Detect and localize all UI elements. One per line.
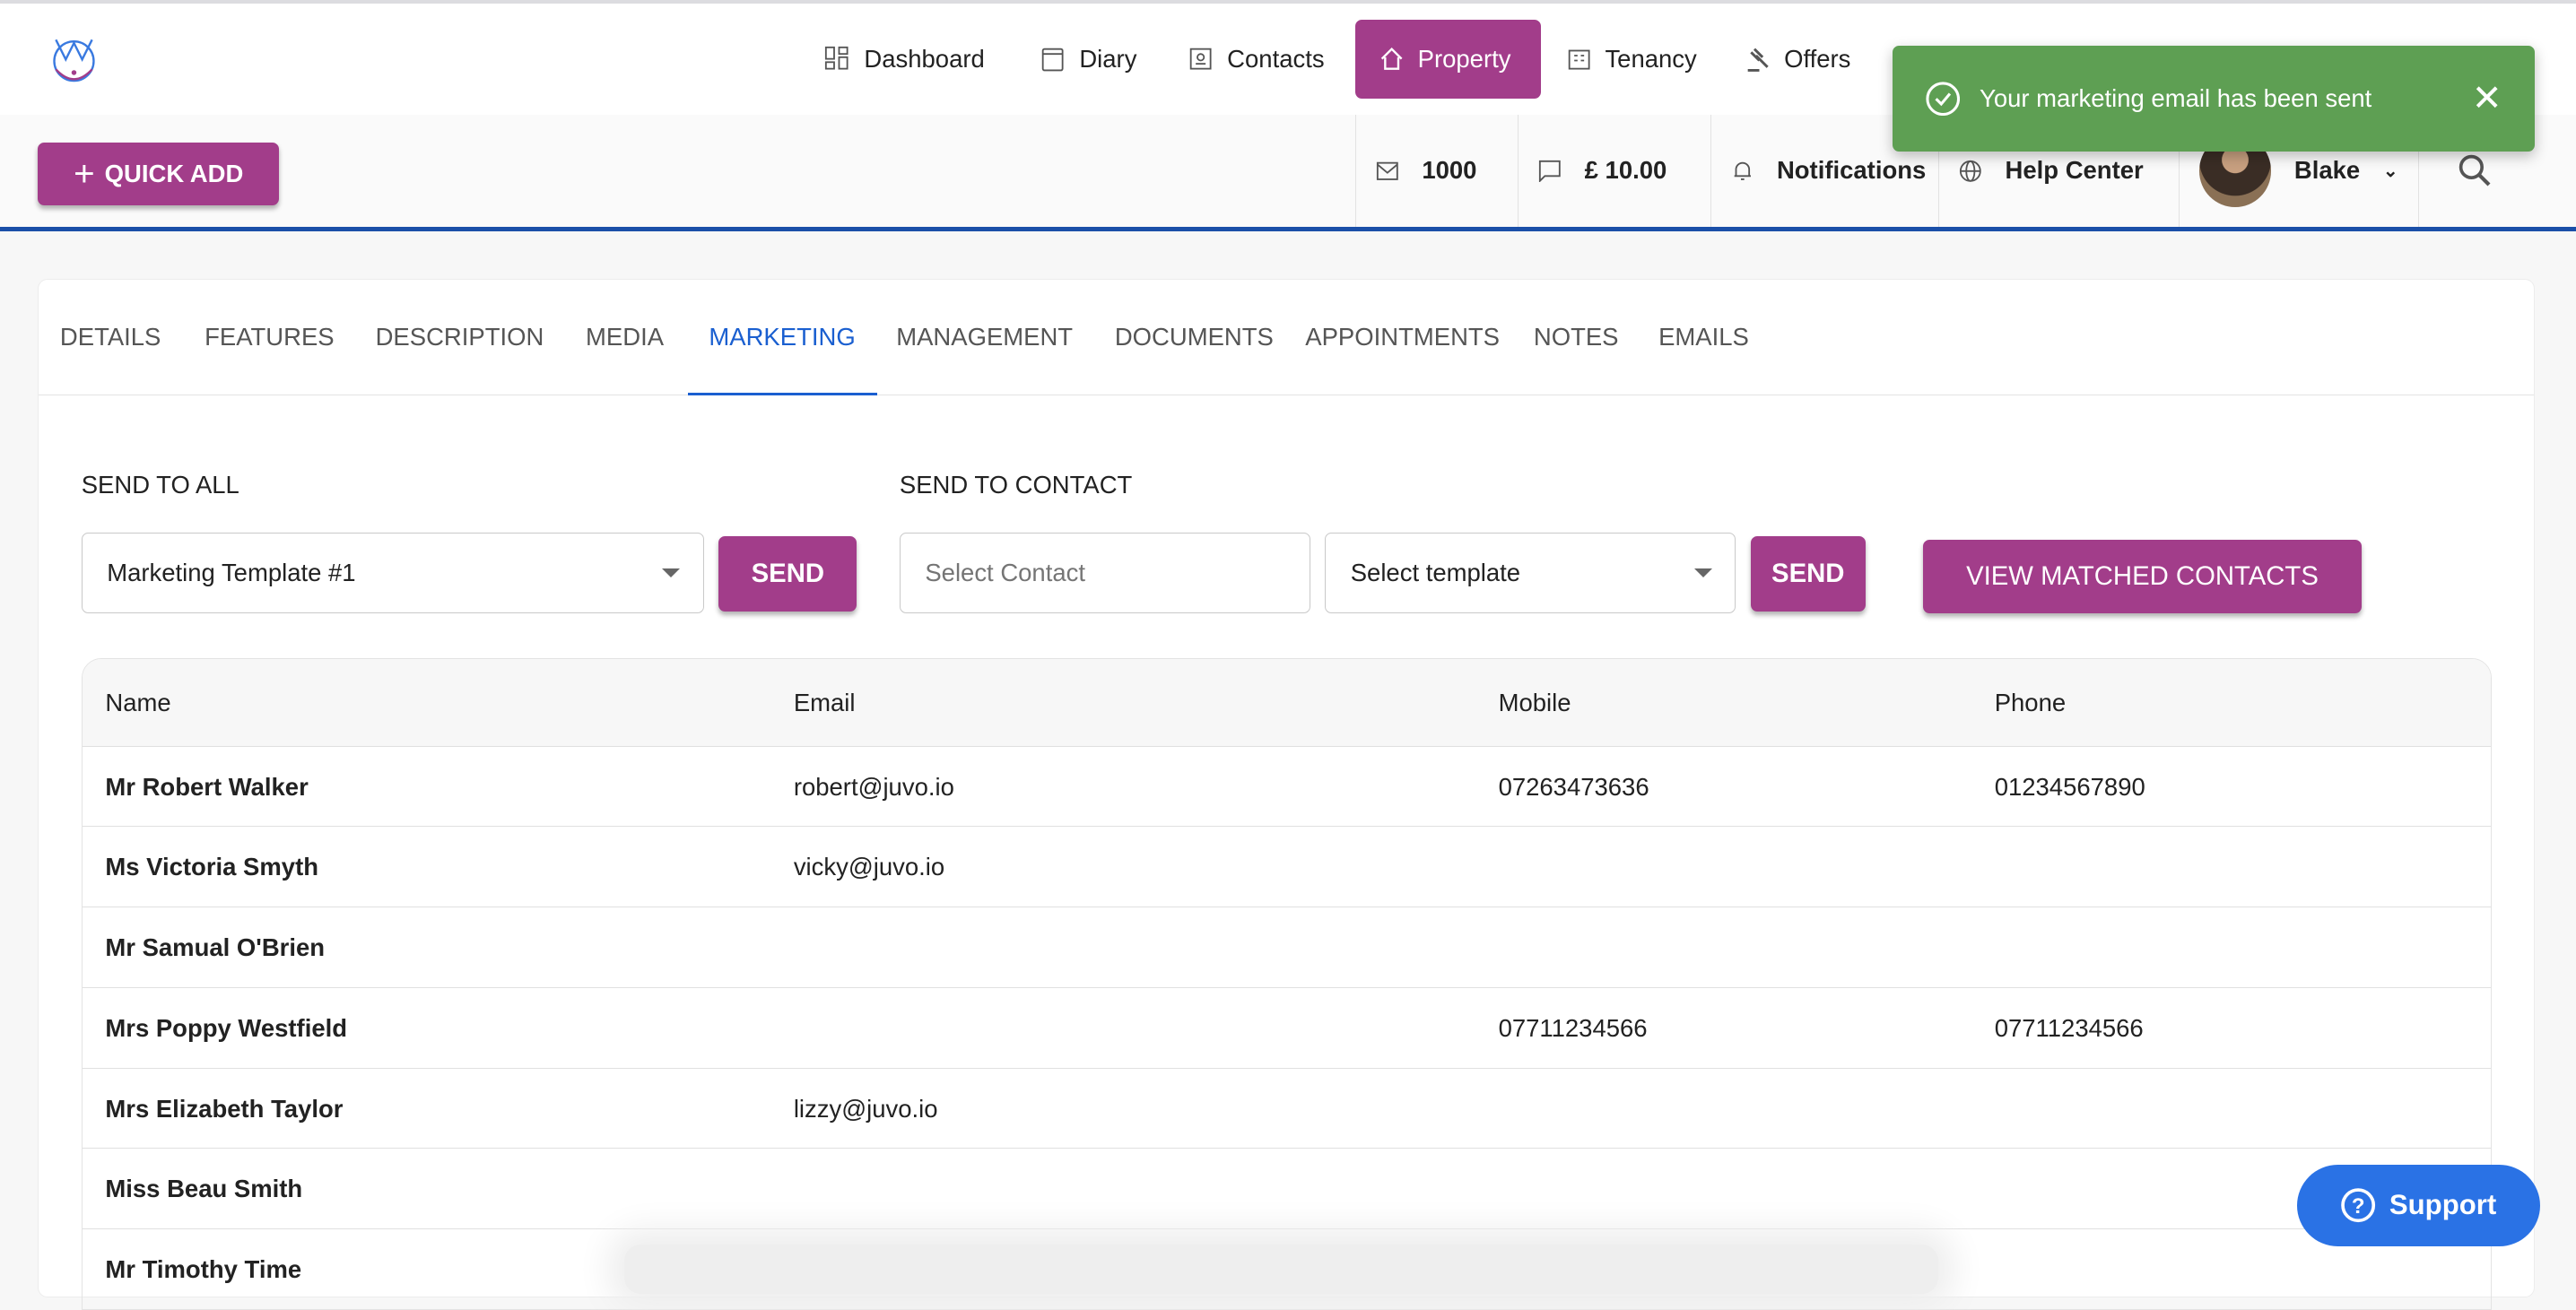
quick-add-button[interactable]: + QUICK ADD — [38, 143, 280, 205]
template-select-value: Marketing Template #1 — [107, 559, 356, 587]
dashboard-icon — [825, 47, 849, 70]
send-to-all-label: SEND TO ALL — [81, 470, 239, 499]
tab-appointments[interactable]: APPOINTMENTS — [1305, 323, 1501, 351]
cell-email: vicky@juvo.io — [793, 853, 945, 881]
quick-add-label: QUICK ADD — [104, 160, 244, 188]
email-credits-value: 1000 — [1422, 156, 1477, 185]
cell-name: Mr Timothy Time — [105, 1255, 302, 1284]
mail-icon — [1376, 161, 1398, 180]
svg-text:?: ? — [2352, 1194, 2365, 1219]
table-row[interactable]: Mrs Poppy Westfield 07711234566 0771123456… — [82, 986, 2491, 1068]
table-row[interactable]: Mrs Elizabeth Taylor lizzy@juvo.io — [82, 1067, 2491, 1149]
table-row[interactable]: Mr Samual O'Brien — [82, 907, 2491, 987]
caret-down-icon — [1693, 568, 1712, 578]
gavel-icon — [1747, 48, 1769, 73]
property-card: DETAILS FEATURES DESCRIPTION MEDIA MARKE… — [38, 279, 2536, 1310]
column-header-name[interactable]: Name — [105, 688, 171, 716]
contact-input[interactable] — [899, 533, 1310, 614]
view-matched-contacts-button[interactable]: VIEW MATCHED CONTACTS — [1922, 539, 2362, 614]
contacts-table: Name Email Mobile Phone Mr Robert Walker… — [81, 657, 2492, 1310]
column-header-mobile[interactable]: Mobile — [1498, 688, 1571, 716]
table-row[interactable]: Mr Robert Walker robert@juvo.io 0726347363… — [82, 745, 2491, 827]
notifications-label: Notifications — [1776, 156, 1927, 185]
search-button[interactable] — [2418, 115, 2576, 227]
column-header-phone[interactable]: Phone — [1994, 688, 2067, 716]
nav-label: Dashboard — [864, 44, 985, 73]
user-name: Blake — [2293, 156, 2361, 185]
toast-message: Your marketing email has been sent — [1980, 83, 2372, 112]
nav-label: Contacts — [1227, 44, 1325, 73]
cell-mobile: 07711234566 — [1498, 1013, 1648, 1042]
support-label: Support — [2389, 1189, 2497, 1221]
support-button[interactable]: ? Support — [2296, 1164, 2540, 1247]
tab-features[interactable]: FEATURES — [205, 323, 335, 351]
home-icon — [1380, 48, 1403, 71]
sms-credits[interactable]: £ 10.00 — [1518, 115, 1710, 227]
tab-details[interactable]: DETAILS — [59, 323, 161, 351]
nav-label: Property — [1417, 44, 1511, 73]
send-all-button[interactable]: SEND — [718, 536, 857, 612]
help-center-button[interactable]: Help Center — [1938, 115, 2178, 227]
table-header: Name Email Mobile Phone — [82, 658, 2491, 746]
tab-documents[interactable]: DOCUMENTS — [1114, 323, 1274, 351]
tab-emails[interactable]: EMAILS — [1658, 323, 1749, 351]
property-tabs: DETAILS FEATURES DESCRIPTION MEDIA MARKE… — [39, 280, 2535, 395]
cell-name: Miss Beau Smith — [105, 1175, 303, 1203]
app-logo[interactable] — [49, 33, 99, 86]
nav-label: Diary — [1079, 44, 1137, 73]
column-header-email[interactable]: Email — [793, 688, 856, 716]
cell-name: Mr Robert Walker — [105, 772, 309, 801]
contacts-icon — [1189, 48, 1212, 70]
tab-marketing[interactable]: MARKETING — [687, 280, 877, 395]
caret-down-icon — [662, 568, 681, 578]
nav-tenancy[interactable]: Tenancy — [1543, 20, 1720, 99]
cell-phone: 07711234566 — [1994, 1013, 2144, 1042]
help-circle-icon: ? — [2341, 1188, 2376, 1223]
cell-name: Mrs Elizabeth Taylor — [105, 1094, 344, 1123]
email-credits[interactable]: 1000 — [1355, 115, 1518, 227]
bell-icon — [1734, 161, 1751, 180]
sms-credits-value: £ 10.00 — [1584, 156, 1667, 185]
nav-label: Tenancy — [1605, 44, 1697, 73]
cell-email: lizzy@juvo.io — [793, 1094, 938, 1123]
nav-dashboard[interactable]: Dashboard — [802, 20, 1008, 99]
cell-phone: 01234567890 — [1994, 772, 2145, 801]
window-top-border — [0, 0, 2576, 4]
check-circle-icon — [1926, 82, 1960, 116]
message-icon — [1539, 160, 1562, 183]
close-icon[interactable]: ✕ — [2471, 78, 2502, 119]
bottom-panel-shadow — [624, 1245, 1939, 1295]
cell-name: Mr Samual O'Brien — [105, 933, 326, 962]
nav-property[interactable]: Property — [1355, 19, 1542, 99]
nav-offers[interactable]: Offers — [1722, 20, 1875, 99]
nav-contacts[interactable]: Contacts — [1165, 20, 1348, 99]
tab-management[interactable]: MANAGEMENT — [896, 323, 1074, 351]
tab-media[interactable]: MEDIA — [586, 323, 665, 351]
template-select[interactable]: Marketing Template #1 — [81, 533, 704, 614]
cell-email: robert@juvo.io — [793, 772, 954, 801]
search-icon — [2459, 154, 2491, 187]
send-contact-button[interactable]: SEND — [1750, 536, 1866, 612]
cell-name: Mrs Poppy Westfield — [105, 1013, 348, 1042]
tab-description[interactable]: DESCRIPTION — [375, 323, 544, 351]
nav-label: Offers — [1784, 44, 1851, 73]
help-center-label: Help Center — [2005, 156, 2144, 185]
chevron-down-icon: ⌄ — [2382, 160, 2398, 181]
building-icon — [1568, 49, 1590, 70]
notifications-button[interactable]: Notifications — [1710, 115, 1939, 227]
success-toast: Your marketing email has been sent ✕ — [1893, 46, 2536, 152]
table-row[interactable]: Ms Victoria Smyth vicky@juvo.io — [82, 826, 2491, 907]
plus-icon: + — [74, 153, 95, 195]
contact-template-placeholder: Select template — [1350, 559, 1521, 587]
contact-template-select[interactable]: Select template — [1325, 533, 1736, 614]
tab-notes[interactable]: NOTES — [1533, 323, 1619, 351]
globe-icon — [1960, 160, 1981, 182]
toolbar: + QUICK ADD 1000 £ 10.00 Notifications He… — [0, 115, 2576, 232]
nav-diary[interactable]: Diary — [1017, 20, 1160, 99]
calendar-icon — [1042, 48, 1064, 72]
table-row[interactable]: Miss Beau Smith — [82, 1148, 2491, 1228]
cell-mobile: 07263473636 — [1498, 772, 1649, 801]
cell-name: Ms Victoria Smyth — [105, 853, 319, 881]
send-to-contact-label: SEND TO CONTACT — [899, 470, 1133, 499]
